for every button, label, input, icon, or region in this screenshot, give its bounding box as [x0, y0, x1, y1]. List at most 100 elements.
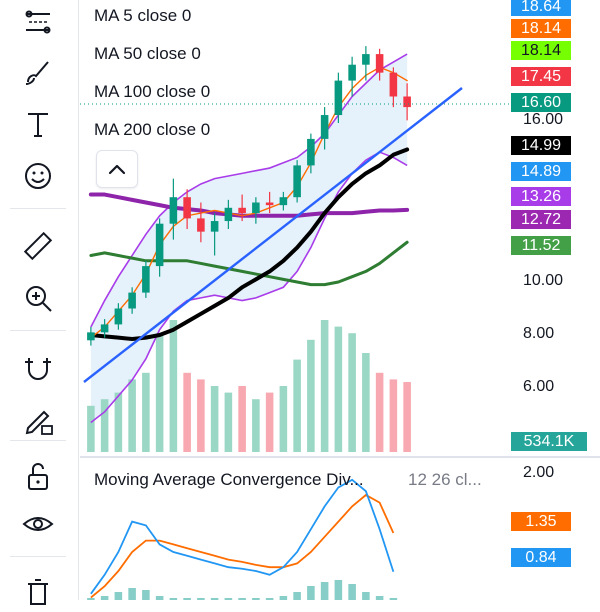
trend-line-tool-button[interactable] — [14, 2, 62, 42]
volume-bar — [197, 379, 205, 452]
volume-bar — [155, 333, 164, 452]
toolbar-separator — [10, 208, 66, 209]
candle-body — [197, 218, 205, 232]
volume-bar — [307, 339, 315, 452]
volume-bar — [375, 372, 384, 452]
volume-bar — [403, 382, 411, 452]
pane-separator[interactable] — [80, 456, 600, 458]
volume-bar — [169, 320, 178, 452]
macd-histogram-bar — [128, 588, 136, 600]
candle-body — [210, 221, 219, 232]
macd-histogram-bar — [210, 598, 219, 600]
candle-body — [87, 332, 95, 341]
price-tag: 17.45 — [511, 67, 571, 86]
macd-line-tag: 0.84 — [511, 548, 571, 567]
emoji-tool-button[interactable] — [14, 156, 62, 196]
candle-body — [252, 202, 260, 214]
eye-visibility-tool-icon — [22, 517, 54, 531]
volume-bar — [265, 392, 274, 452]
brush-tool-icon — [25, 61, 49, 85]
text-tool-button[interactable] — [14, 104, 62, 144]
text-tool-icon — [28, 113, 48, 137]
volume-bar — [348, 333, 356, 452]
unlock-tool-icon — [28, 463, 48, 490]
candle-body — [100, 324, 109, 333]
volume-bar — [279, 386, 288, 452]
collapse-legend-button[interactable] — [96, 150, 138, 188]
macd-histogram-bar — [252, 598, 260, 600]
volume-bar — [142, 372, 150, 452]
macd-histogram-bar — [224, 598, 233, 600]
legend-ma200: MA 200 close 0 — [94, 120, 211, 139]
macd-histogram-bar — [320, 582, 329, 600]
ruler-tool-button[interactable] — [14, 226, 62, 266]
brush-tool-button[interactable] — [14, 52, 62, 92]
volume-bar — [320, 320, 329, 452]
trend-line-drawing — [83, 87, 463, 383]
macd-histogram-bar — [114, 592, 123, 600]
macd-y-tick-2: 2.00 — [523, 464, 555, 481]
trend-line-tool-icon — [25, 10, 51, 34]
volume-bar — [224, 392, 233, 452]
volume-bar — [389, 379, 398, 452]
volume-bar — [252, 399, 260, 452]
macd-signal-line — [90, 493, 395, 599]
volume-bar — [87, 405, 95, 452]
price-tag: 13.26 — [511, 187, 571, 206]
volume-bar — [100, 399, 109, 452]
macd-line — [90, 478, 395, 595]
candle-body — [389, 72, 398, 97]
candle-body — [348, 64, 356, 81]
price-tag: 14.99 — [511, 136, 571, 155]
volume-bar — [293, 359, 301, 452]
price-tag: 11.52 — [511, 236, 571, 255]
legend-ma50: MA 50 close 0 — [94, 44, 201, 63]
macd-title: Moving Average Convergence Div... — [94, 470, 364, 489]
lock-drawings-tool-button[interactable] — [14, 400, 62, 440]
legend-ma5: MA 5 close 0 — [94, 6, 192, 25]
toolbar-divider — [78, 0, 79, 600]
zoom-in-tool-button[interactable] — [14, 278, 62, 318]
eye-visibility-tool-button[interactable] — [14, 504, 62, 544]
candle-body — [334, 80, 343, 116]
candle-body — [307, 138, 315, 166]
ma100-line — [89, 240, 409, 287]
macd-histogram-bar — [155, 596, 164, 600]
price-tag: 12.72 — [511, 210, 571, 229]
macd-histogram-bar — [348, 584, 356, 600]
macd-histogram-bar — [334, 580, 343, 600]
toolbar-separator — [10, 330, 66, 331]
candle-body — [362, 54, 370, 65]
candle-body — [238, 207, 246, 214]
candle-body — [375, 54, 384, 73]
candle-body — [320, 115, 329, 139]
trash-tool-button[interactable] — [14, 572, 62, 612]
magnet-tool-icon — [25, 358, 51, 380]
price-tag: 18.14 — [511, 19, 571, 38]
macd-params: 12 26 cl... — [408, 470, 482, 489]
volume-bar — [114, 392, 123, 452]
price-tag: 14.89 — [511, 162, 571, 181]
volume-tag: 534.1K — [511, 432, 587, 451]
chevron-up-icon — [108, 164, 126, 175]
magnet-tool-button[interactable] — [14, 348, 62, 388]
macd-histogram-bar — [375, 596, 384, 600]
candle-body — [128, 292, 136, 309]
unlock-tool-button[interactable] — [14, 456, 62, 496]
y-tick-8: 8.00 — [523, 325, 555, 342]
candle-body — [224, 207, 233, 222]
emoji-tool-icon — [25, 163, 51, 189]
macd-histogram-bar — [238, 598, 246, 600]
macd-histogram-bar — [87, 598, 95, 600]
macd-histogram-bar — [293, 592, 301, 600]
volume-bar — [362, 353, 370, 452]
candle-body — [155, 223, 164, 267]
volume-bar — [183, 372, 191, 452]
legend-ma100: MA 100 close 0 — [94, 82, 211, 101]
macd-histogram-bar — [142, 590, 150, 600]
candle-body — [183, 197, 191, 219]
candle-body — [293, 165, 301, 198]
trash-tool-icon — [28, 579, 48, 605]
macd-histogram-bar — [197, 598, 205, 600]
